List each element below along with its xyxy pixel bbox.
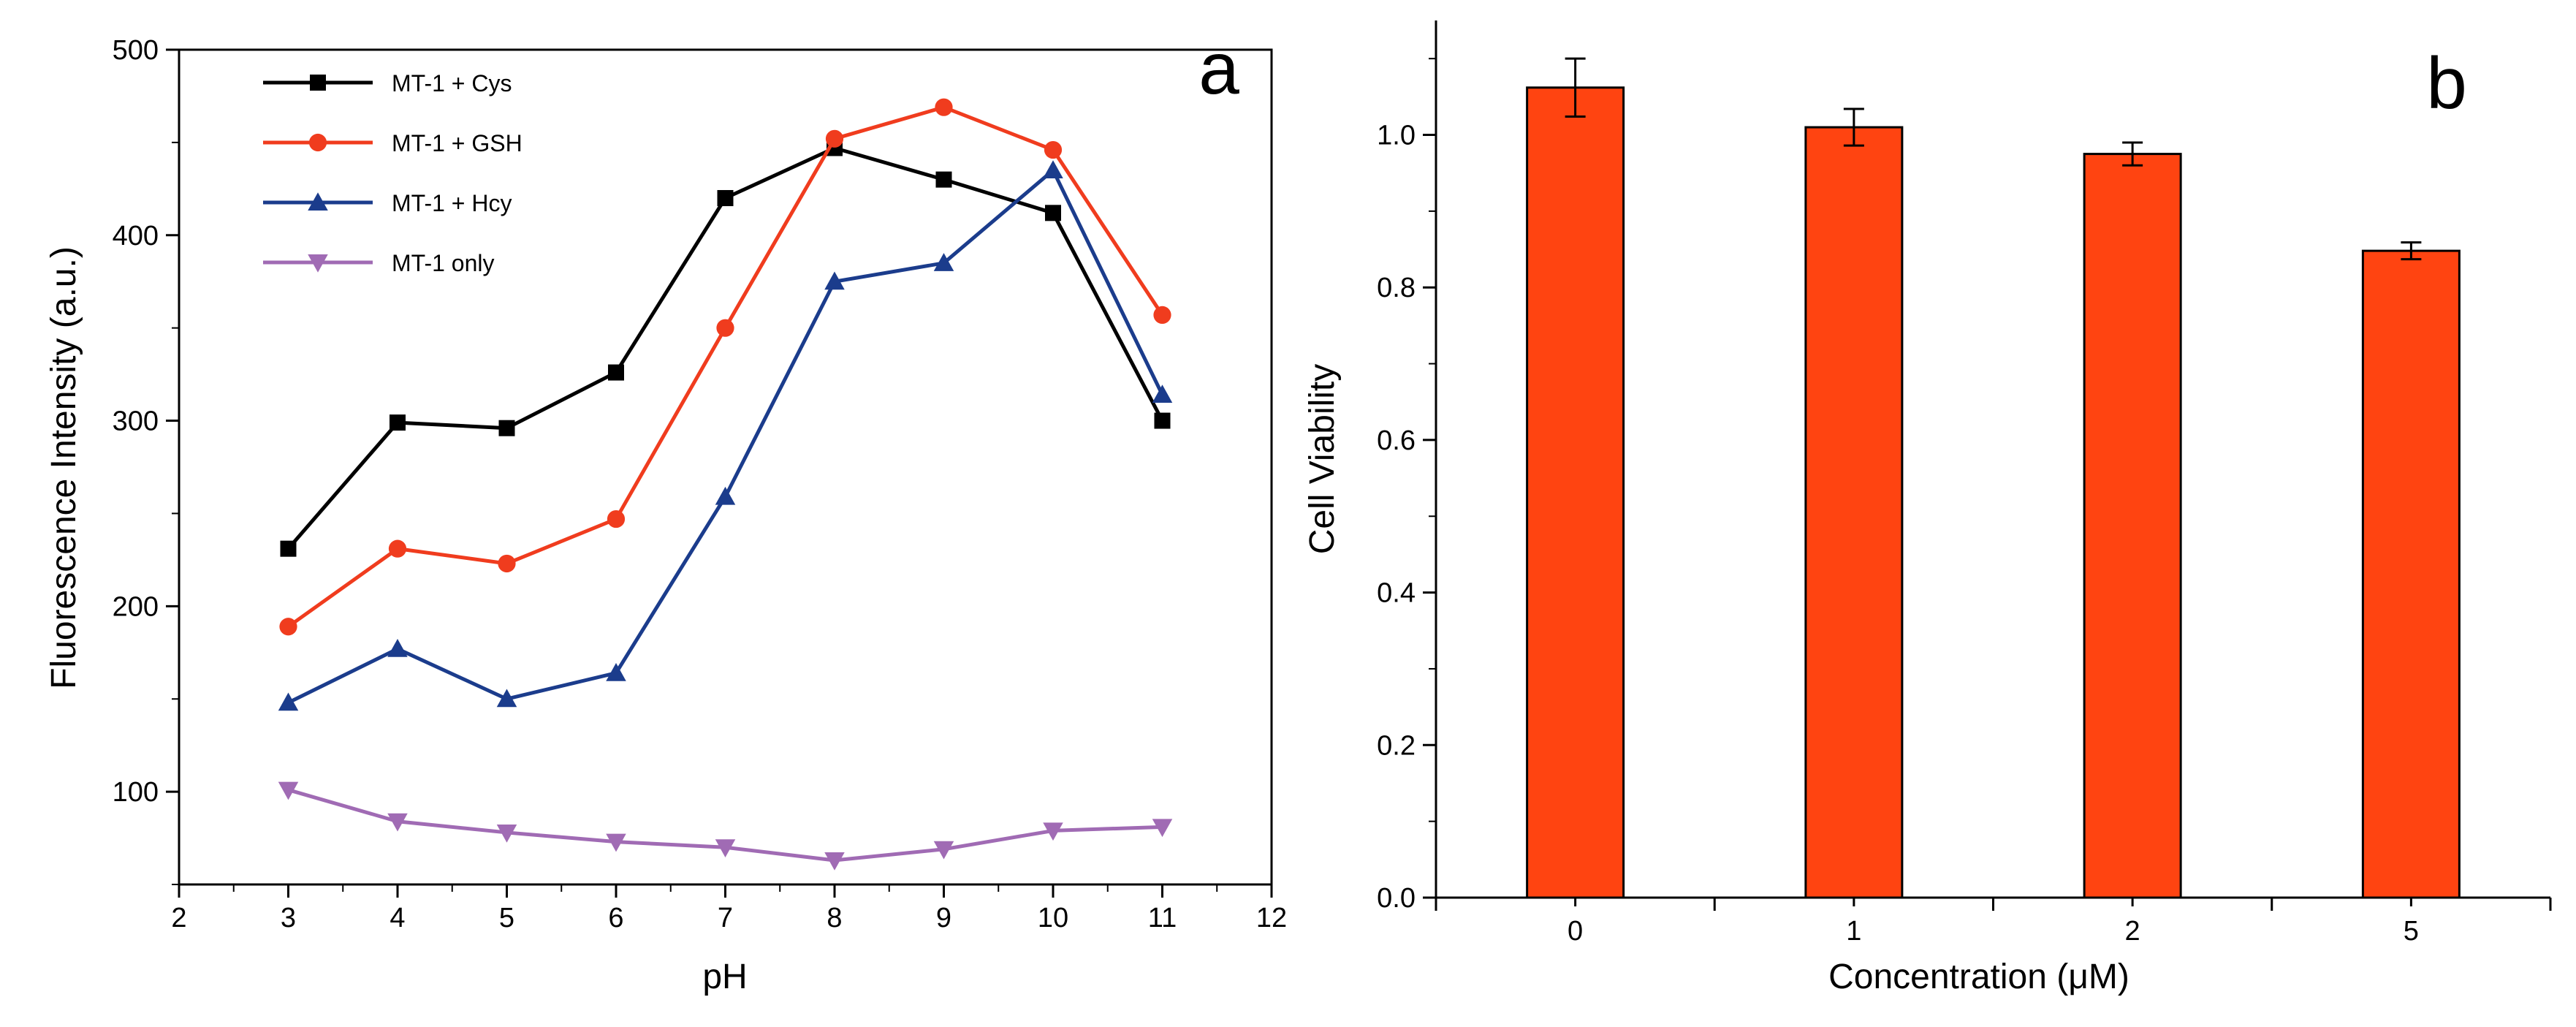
data-point-mt-1-hcy-ph-9 <box>933 253 954 271</box>
data-point-mt-1-gsh-ph-8 <box>825 129 844 148</box>
data-point-mt-1-cys-ph-3 <box>280 540 297 557</box>
panel-a-x-tick-label-2: 2 <box>171 903 186 933</box>
data-point-mt-1-hcy-ph-6 <box>606 662 626 681</box>
panel-b-x-axis-title: Concentration (μM) <box>1828 958 2129 996</box>
legend-label-mt-1-hcy: MT-1 + Hcy <box>392 190 512 216</box>
bar-concentration-1 <box>1804 126 1904 899</box>
panel-a-y-tick-label-200: 200 <box>113 591 159 622</box>
panel-b-y-tick-label-0.2: 0.2 <box>1377 730 1416 761</box>
legend-marker-mt-1-only <box>308 254 328 273</box>
panel-b-letter: b <box>2426 42 2467 124</box>
panel-a-y-tick-label-400: 400 <box>113 221 159 251</box>
panel-a-axis-ticks: 2 3 4 5 6 7 8 9 10 11 12 100 200 300 400 500 <box>113 35 1288 933</box>
data-point-mt-1-hcy-ph-10 <box>1043 160 1063 178</box>
series-mt-1-hcy <box>278 160 1173 711</box>
legend-label-mt-1-only: MT-1 only <box>392 250 494 276</box>
series-mt-1-gsh <box>279 98 1171 636</box>
panel-b-bars-layer <box>1526 57 2461 899</box>
bar-concentration-5 <box>2361 249 2461 899</box>
data-point-mt-1-gsh-ph-4 <box>388 539 407 558</box>
panel-a-x-tick-label-9: 9 <box>936 903 951 933</box>
data-point-mt-1-cys-ph-11 <box>1154 412 1171 429</box>
panel-a-letter: a <box>1198 28 1239 110</box>
data-point-mt-1-gsh-ph-10 <box>1044 140 1063 159</box>
data-point-mt-1-hcy-ph-11 <box>1152 384 1173 403</box>
legend-marker-mt-1-gsh <box>308 133 327 152</box>
panel-b-x-tick-label-5: 5 <box>2404 916 2419 947</box>
panel-b-bar-chart: 0.0 0.2 0.4 0.6 0.8 1.0 0 1 2 5 b Concentration (… <box>1303 20 2552 996</box>
data-point-mt-1-hcy-ph-7 <box>715 486 736 505</box>
panel-a-x-tick-label-11: 11 <box>1148 903 1177 933</box>
panel-a-legend: MT-1 + Cys MT-1 + GSH MT-1 + Hcy MT-1 only <box>263 70 523 276</box>
data-point-mt-1-only-ph-11 <box>1152 819 1173 838</box>
data-point-mt-1-cys-ph-10 <box>1045 205 1061 221</box>
panel-b-y-tick-label-0.6: 0.6 <box>1377 425 1416 456</box>
data-point-mt-1-cys-ph-9 <box>935 171 952 188</box>
data-point-mt-1-only-ph-10 <box>1043 822 1063 841</box>
panel-a-x-axis-title: pH <box>702 958 747 996</box>
panel-b-x-tick-label-2: 2 <box>2125 916 2140 947</box>
data-point-mt-1-cys-ph-6 <box>608 364 624 381</box>
panel-a-x-tick-label-6: 6 <box>608 903 623 933</box>
panel-a-line-chart: 2 3 4 5 6 7 8 9 10 11 12 100 200 300 400 500 MT-1 + Cys… <box>45 28 1287 996</box>
series-line-mt-1-gsh <box>287 105 1164 629</box>
panel-b-y-tick-label-0.0: 0.0 <box>1377 883 1416 914</box>
legend-marker-mt-1-cys <box>310 75 326 91</box>
data-point-mt-1-gsh-ph-7 <box>716 319 734 337</box>
data-point-mt-1-gsh-ph-3 <box>279 618 297 636</box>
data-point-mt-1-gsh-ph-11 <box>1153 306 1171 325</box>
data-point-mt-1-only-ph-4 <box>387 813 408 832</box>
panel-a-y-tick-label-500: 500 <box>113 35 159 66</box>
panel-a-series-layer <box>278 98 1173 871</box>
data-point-mt-1-only-ph-3 <box>278 781 299 800</box>
panel-b-y-axis-title: Cell Viability <box>1303 364 1342 555</box>
panel-b-x-tick-label-0: 0 <box>1568 916 1583 947</box>
panel-a-x-tick-label-7: 7 <box>718 903 733 933</box>
panel-a-x-tick-label-12: 12 <box>1256 903 1287 933</box>
panel-b-y-tick-label-0.8: 0.8 <box>1377 273 1416 303</box>
data-point-mt-1-hcy-ph-8 <box>824 271 845 290</box>
panel-a-x-tick-label-5: 5 <box>499 903 514 933</box>
data-point-mt-1-only-ph-5 <box>496 824 517 843</box>
data-point-mt-1-only-ph-8 <box>824 852 845 871</box>
panel-a-y-tick-label-300: 300 <box>113 406 159 437</box>
error-bar-concentration-5 <box>2401 241 2422 261</box>
data-point-mt-1-hcy-ph-3 <box>278 692 299 711</box>
data-point-mt-1-gsh-ph-6 <box>607 509 626 528</box>
data-point-mt-1-hcy-ph-4 <box>387 638 408 657</box>
data-point-mt-1-cys-ph-7 <box>717 190 734 207</box>
panel-a-x-tick-label-8: 8 <box>827 903 842 933</box>
error-bar-concentration-2 <box>2122 141 2143 167</box>
legend-marker-mt-1-hcy <box>308 192 328 211</box>
legend-label-mt-1-gsh: MT-1 + GSH <box>392 130 523 156</box>
panel-b-x-tick-label-1: 1 <box>1846 916 1861 947</box>
data-point-mt-1-hcy-ph-5 <box>496 689 517 708</box>
data-point-mt-1-gsh-ph-5 <box>498 554 516 573</box>
panel-a-plot-frame <box>178 48 1273 886</box>
data-point-mt-1-cys-ph-5 <box>498 420 515 436</box>
series-mt-1-only <box>278 781 1173 871</box>
panel-a-x-tick-label-3: 3 <box>281 903 296 933</box>
bar-concentration-0 <box>1526 86 1625 899</box>
bar-concentration-2 <box>2083 153 2182 899</box>
panel-a-x-tick-label-10: 10 <box>1038 903 1068 933</box>
panel-a-x-tick-label-4: 4 <box>390 903 405 933</box>
error-bar-concentration-1 <box>1843 107 1864 147</box>
data-point-mt-1-cys-ph-4 <box>390 414 406 431</box>
panel-b-axis-ticks: 0.0 0.2 0.4 0.6 0.8 1.0 0 1 2 5 <box>1377 58 2552 947</box>
data-point-mt-1-only-ph-6 <box>606 833 626 852</box>
panel-b-y-tick-label-1.0: 1.0 <box>1377 121 1416 151</box>
panel-b-y-tick-label-0.4: 0.4 <box>1377 578 1416 609</box>
panel-a-y-tick-label-100: 100 <box>113 777 159 808</box>
data-point-mt-1-only-ph-9 <box>933 841 954 860</box>
error-bar-concentration-0 <box>1565 57 1586 118</box>
data-point-mt-1-gsh-ph-9 <box>935 98 953 116</box>
data-point-mt-1-only-ph-7 <box>715 839 736 857</box>
legend-label-mt-1-cys: MT-1 + Cys <box>392 70 512 96</box>
panel-a-y-axis-title: Fluorescence Intensity (a.u.) <box>45 246 83 689</box>
